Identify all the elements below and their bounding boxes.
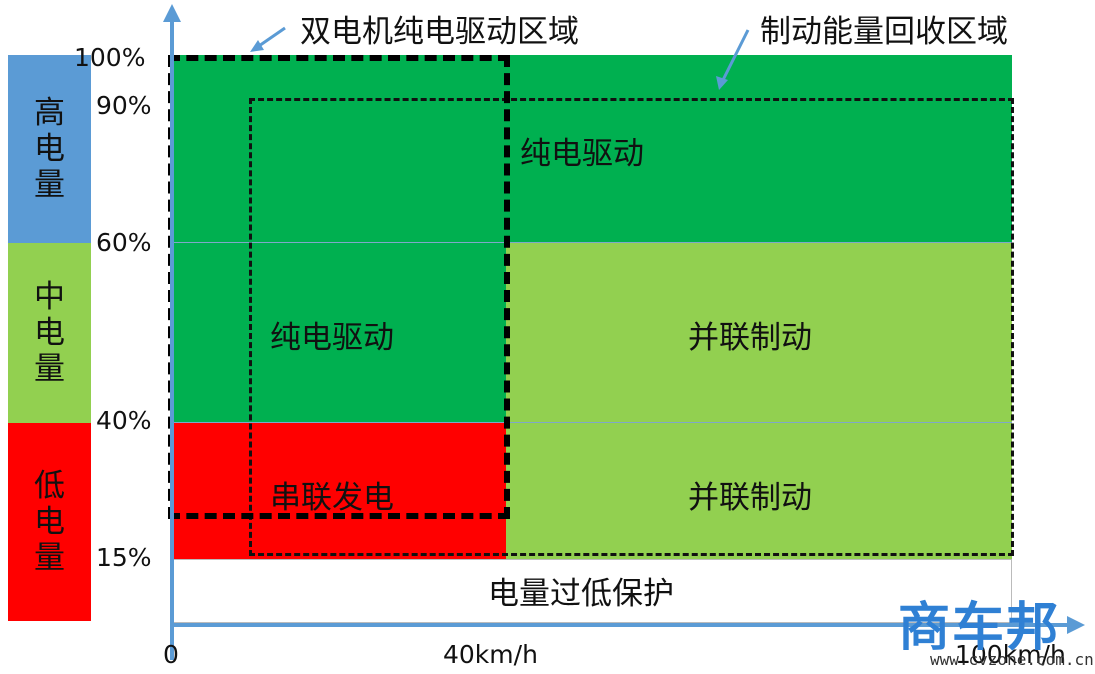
callout-arrow-dual-head — [250, 40, 264, 52]
region-red-low — [172, 423, 506, 559]
y-tick-100: 100% — [74, 43, 146, 72]
label-parallel-brake-low: 并联制动 — [688, 480, 812, 516]
grid-line-60 — [172, 242, 1012, 243]
x-axis-arrow — [1067, 616, 1085, 634]
callout-arrow-regen-head — [716, 76, 728, 90]
label-parallel-brake-mid: 并联制动 — [688, 320, 812, 356]
y-tick-90: 90% — [96, 91, 152, 120]
x-tick-100: 100km/h — [955, 640, 1066, 669]
label-pure-ev-mid: 纯电驱动 — [270, 320, 394, 356]
callout-regen: 制动能量回收区域 — [760, 14, 1008, 50]
soc-band-low: 低电量 — [8, 423, 91, 621]
grid-line-40 — [172, 422, 1012, 423]
region-dark-green-left-mid — [172, 243, 506, 423]
y-tick-40: 40% — [96, 406, 152, 435]
label-series-gen: 串联发电 — [270, 480, 394, 516]
soc-band-high-label: 高电量 — [34, 95, 65, 203]
x-tick-0: 0 — [163, 640, 179, 669]
region-light-green-mid — [506, 243, 1012, 423]
region-dark-green-upper — [172, 55, 1012, 243]
soc-band-low-label: 低电量 — [34, 468, 65, 576]
y-tick-60: 60% — [96, 228, 152, 257]
label-low-protect: 电量过低保护 — [488, 576, 674, 612]
soc-band-mid: 中电量 — [8, 243, 91, 423]
region-light-green-low — [506, 423, 1012, 559]
callout-arrow-regen — [720, 29, 750, 83]
label-pure-ev-high: 纯电驱动 — [520, 136, 644, 172]
y-axis-arrow — [163, 4, 181, 22]
soc-band-high: 高电量 — [8, 55, 91, 243]
y-tick-15: 15% — [96, 543, 152, 572]
watermark-url: www.cvzone.com.cn — [930, 650, 1094, 669]
soc-band-mid-label: 中电量 — [34, 279, 65, 387]
watermark-logo: 商车邦 — [898, 598, 1061, 658]
callout-arrow-dual — [255, 26, 286, 50]
regen-region-box — [249, 98, 1014, 556]
x-tick-40: 40km/h — [443, 640, 538, 669]
callout-dual-motor: 双电机纯电驱动区域 — [300, 14, 579, 50]
